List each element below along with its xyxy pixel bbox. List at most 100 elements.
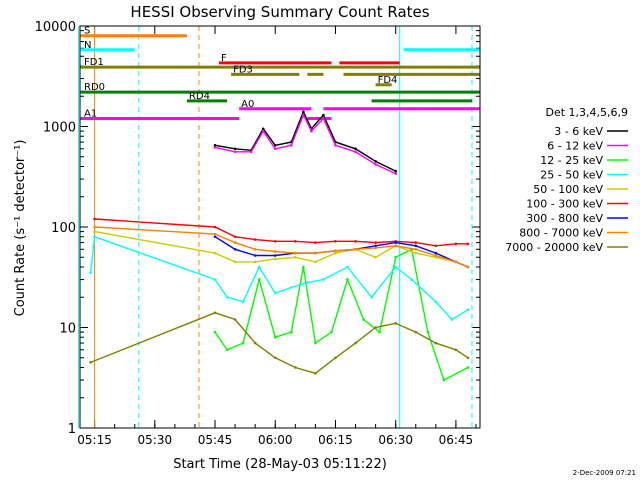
series-point-8: [434, 341, 438, 345]
series-point-5: [354, 240, 357, 243]
series-point-3: [410, 278, 414, 281]
series-point-7: [93, 225, 96, 229]
series-point-2: [273, 335, 277, 339]
series-point-5: [233, 235, 237, 239]
series-point-3: [434, 300, 438, 304]
series-point-0: [322, 113, 325, 117]
series-point-4: [273, 257, 277, 261]
series-point-5: [454, 242, 458, 246]
y-axis-label: Count Rate (s⁻¹ detector⁻¹): [13, 140, 28, 317]
series-point-2: [346, 278, 349, 281]
chart-title: HESSI Observing Summary Count Rates: [130, 3, 429, 21]
series-point-6: [233, 247, 237, 251]
series-point-1: [354, 150, 357, 154]
series-point-4: [213, 251, 217, 255]
series-point-2: [314, 341, 317, 345]
legend-label-4: 50 - 100 keV: [533, 183, 603, 196]
series-point-0: [273, 144, 277, 147]
series-point-2: [362, 318, 365, 321]
series-point-2: [394, 255, 397, 259]
series-point-1: [213, 146, 217, 149]
series-line-7: [94, 226, 469, 268]
series-point-7: [434, 254, 438, 257]
series-line-0: [214, 110, 397, 172]
series-point-6: [273, 254, 277, 257]
series-point-8: [414, 330, 418, 334]
x-tick-label: 06:45: [439, 433, 474, 447]
legend-label-0: 3 - 6 keV: [554, 125, 603, 138]
series-point-5: [253, 238, 257, 241]
series-point-3: [257, 265, 261, 269]
series-point-8: [253, 341, 257, 345]
series-point-4: [374, 255, 377, 259]
series-point-3: [306, 281, 309, 284]
footer-date: 2-Dec-2009 07:21: [573, 469, 636, 477]
series-point-3: [370, 295, 373, 299]
series-point-5: [213, 225, 217, 229]
series-point-5: [414, 241, 418, 244]
x-tick-label: 06:30: [378, 433, 413, 447]
series-point-0: [261, 127, 265, 131]
flag-label-fd4: FD4: [378, 75, 398, 86]
series-point-6: [213, 235, 217, 239]
x-tick-label: 06:15: [318, 433, 353, 447]
series-point-2: [442, 378, 446, 382]
series-point-3: [273, 291, 277, 295]
series-point-2: [302, 265, 305, 269]
series-point-3: [89, 271, 92, 275]
series-point-5: [334, 240, 337, 243]
series-point-8: [334, 356, 337, 360]
series-point-1: [374, 163, 377, 166]
series-line-1: [214, 113, 396, 175]
y-tick-label: 1: [68, 422, 76, 437]
series-point-3: [241, 300, 245, 304]
flag-label-fd1: FD1: [84, 57, 104, 68]
plot-frame: [79, 25, 481, 429]
series-point-0: [374, 160, 377, 163]
flag-label-rd4: RD4: [189, 91, 210, 102]
series-point-2: [426, 330, 430, 334]
plot-layer: 05:15 05:30 05:45 06:00 06:15 06:30 06:45 1 10 10…: [35, 20, 480, 447]
series-point-6: [374, 244, 377, 248]
series-line-2: [214, 248, 469, 381]
series-point-8: [354, 341, 357, 345]
series-point-7: [294, 251, 297, 255]
series-point-1: [334, 144, 337, 147]
series-point-7: [273, 250, 277, 253]
series-point-4: [253, 260, 257, 264]
flag-label-a1: A1: [84, 109, 97, 120]
series-point-8: [314, 372, 317, 375]
series-point-1: [233, 150, 237, 154]
series-point-7: [466, 265, 470, 269]
series-point-7: [454, 260, 458, 264]
series-point-1: [290, 144, 293, 147]
series-point-8: [273, 356, 277, 360]
series-point-0: [394, 169, 397, 173]
legend-label-8: 7000 - 20000 keV: [505, 241, 603, 254]
series-point-8: [89, 361, 92, 364]
series-point-8: [374, 326, 377, 329]
series-point-6: [434, 251, 438, 255]
series-point-4: [334, 251, 337, 255]
series-point-4: [294, 255, 297, 259]
series-point-1: [261, 129, 265, 133]
y-tick-label: 10000: [35, 20, 76, 35]
series-point-1: [394, 172, 397, 175]
series-point-7: [213, 232, 217, 236]
x-axis-label: Start Time (28-May-03 05:11:22): [173, 457, 387, 472]
series-point-7: [414, 247, 418, 251]
series-point-8: [394, 322, 397, 325]
series-point-4: [233, 260, 237, 264]
series-point-3: [322, 278, 325, 281]
series-point-2: [330, 330, 333, 334]
series-point-7: [334, 249, 337, 253]
series-point-4: [414, 251, 418, 255]
series-point-7: [354, 247, 357, 251]
series-point-3: [346, 265, 349, 269]
flag-label-f: F: [221, 53, 227, 64]
series-point-6: [253, 254, 257, 257]
series-point-2: [378, 330, 381, 334]
series-point-5: [434, 244, 438, 248]
